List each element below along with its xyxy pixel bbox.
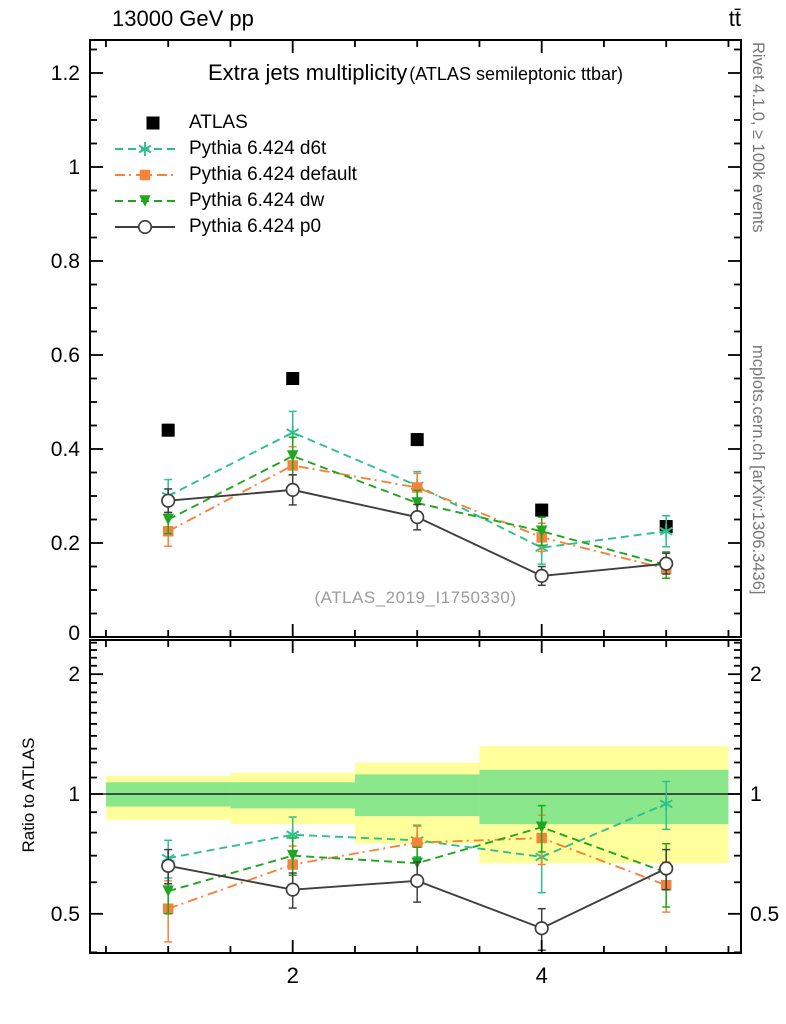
axis-tick-labels: 0 0.2 0.4 0.6 0.8 1 1.2 2 2 1 1 0.5 0.5 2 4 [51, 62, 779, 988]
process-title: tt̄ [728, 6, 741, 31]
mcplots-caption: mcplots.cern.ch [arXiv:1306.3436] [749, 345, 767, 595]
tick-label: 4 [536, 963, 548, 988]
legend-label-atlas: ATLAS [189, 112, 248, 133]
tick-label: 0 [68, 622, 80, 645]
d6t-marker-icon [113, 138, 177, 160]
tick-label: 2 [287, 963, 299, 988]
legend-label-d6t: Pythia 6.424 d6t [189, 138, 327, 159]
analysis-watermark: (ATLAS_2019_I1750330) [314, 588, 517, 607]
default-marker-icon [113, 164, 177, 186]
plot-title-sub: (ATLAS semileptonic ttbar) [409, 64, 624, 84]
main-panel-frame [89, 39, 742, 638]
legend-item-d6t: Pythia 6.424 d6t [113, 136, 357, 162]
tick-label: 0.5 [750, 903, 779, 926]
tick-label: 1 [68, 156, 80, 179]
tick-label: 0.2 [51, 532, 80, 555]
beam-title: 13000 GeV pp [112, 6, 254, 31]
dw-marker-icon [113, 190, 177, 212]
atlas-marker-icon [113, 112, 177, 134]
tick-label: 0.6 [51, 344, 80, 367]
tick-label: 2 [68, 663, 80, 686]
plot-title: Extra jets multiplicity (ATLAS semilepton… [90, 60, 741, 86]
p0-marker-icon [113, 216, 177, 238]
ratio-axis-title: Ratio to ATLAS [19, 737, 38, 853]
tick-label: 0.5 [51, 903, 80, 926]
tick-label: 0.4 [51, 438, 81, 461]
tick-label: 1 [750, 783, 762, 806]
tick-label: 1.2 [51, 62, 80, 85]
rivet-version-caption: Rivet 4.1.0, ≥ 100k events [749, 42, 767, 233]
legend-label-p0: Pythia 6.424 p0 [189, 216, 322, 237]
ratio-panel-frame [89, 639, 742, 954]
tick-label: 1 [68, 783, 80, 806]
ratio-panel-series [161, 780, 674, 951]
tick-label: 0.8 [51, 250, 80, 273]
legend: ATLAS Pythia 6.424 d6t Pythia 6.424 defa… [113, 110, 357, 240]
legend-item-p0: Pythia 6.424 p0 [113, 214, 357, 240]
legend-label-default: Pythia 6.424 default [189, 164, 357, 185]
legend-item-atlas: ATLAS [113, 110, 357, 136]
tick-label: 2 [750, 663, 762, 686]
main-panel-series [161, 372, 674, 587]
legend-item-default: Pythia 6.424 default [113, 162, 357, 188]
axis-ticks [90, 40, 741, 954]
legend-item-dw: Pythia 6.424 dw [113, 188, 357, 214]
plot-title-main: Extra jets multiplicity [207, 60, 408, 85]
legend-label-dw: Pythia 6.424 dw [189, 190, 325, 211]
